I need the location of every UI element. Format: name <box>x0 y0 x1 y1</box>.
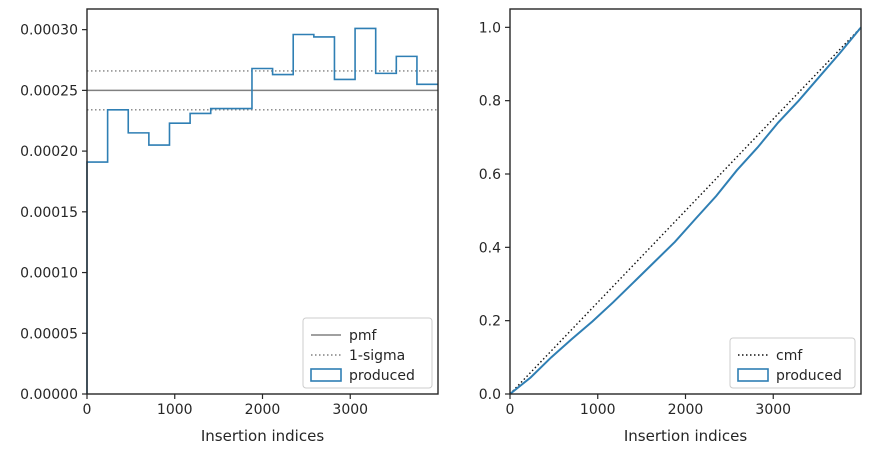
x-axis-label: Insertion indices <box>624 427 747 445</box>
x-tick-label: 0 <box>506 402 515 418</box>
y-tick-label: 0.00020 <box>20 144 78 160</box>
x-tick-label: 1000 <box>580 402 616 418</box>
y-tick-label: 0.00005 <box>20 326 78 342</box>
y-tick-label: 0.0 <box>479 387 501 403</box>
y-tick-label: 0.00025 <box>20 83 78 99</box>
y-tick-label: 0.6 <box>479 167 501 183</box>
legend-label-cmf: cmf <box>776 348 803 364</box>
legend-label-pmf: pmf <box>349 328 378 344</box>
x-tick-label: 2000 <box>668 402 704 418</box>
left-chart: 0 1000 2000 3000 0.00000 0.00005 0.00010 0.0001… <box>20 8 439 445</box>
y-tick-label: 0.00010 <box>20 266 78 282</box>
y-tick-label: 0.2 <box>479 314 501 330</box>
y-tick-label: 0.00030 <box>20 23 78 39</box>
x-tick-label: 0 <box>83 402 92 418</box>
x-tick-label: 1000 <box>157 402 193 418</box>
legend-box <box>729 337 856 389</box>
legend: pmf 1-sigma produced <box>302 317 433 389</box>
legend: cmf produced <box>729 337 856 389</box>
series-produced-step <box>86 27 438 394</box>
y-tick-label: 0.4 <box>479 240 501 256</box>
x-axis-label: Insertion indices <box>201 427 324 445</box>
x-tick-label: 3000 <box>755 402 791 418</box>
x-tick-label: 3000 <box>332 402 368 418</box>
plot-area <box>510 9 861 394</box>
legend-handle-produced <box>310 368 342 382</box>
legend-label-produced: produced <box>776 368 842 384</box>
series-produced-line <box>509 26 862 395</box>
x-tick-label: 2000 <box>245 402 281 418</box>
legend-handle-produced <box>737 368 769 382</box>
right-chart: 0 1000 2000 3000 0.0 0.2 0.4 0.6 0.8 1.0 Insertion… <box>479 8 862 445</box>
y-tick-label: 1.0 <box>479 20 501 36</box>
y-tick-label: 0.8 <box>479 94 501 110</box>
legend-label-1-sigma: 1-sigma <box>349 348 405 364</box>
y-tick-label: 0.00015 <box>20 205 78 221</box>
y-tick-label: 0.00000 <box>20 387 78 403</box>
legend-label-produced: produced <box>349 368 415 384</box>
series-cmf-line <box>509 26 862 395</box>
